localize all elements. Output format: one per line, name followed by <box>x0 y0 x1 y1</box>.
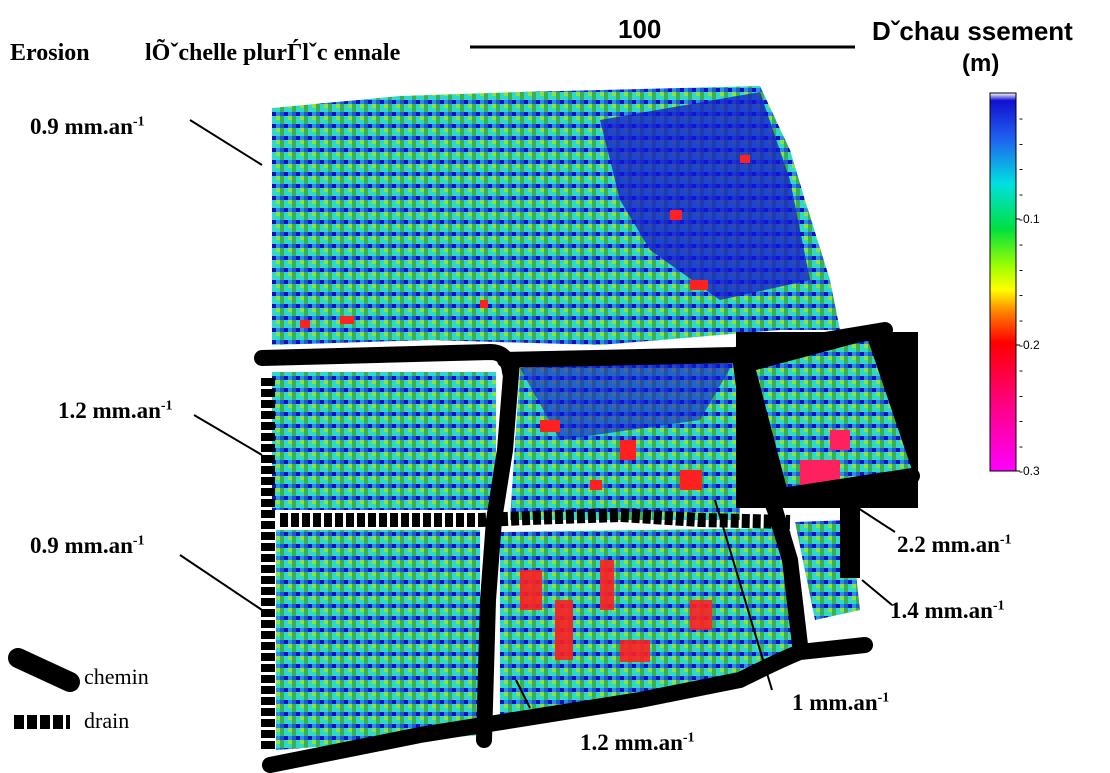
legend-road-label: chemin <box>84 664 149 689</box>
colorbar-minor-tick: - <box>1019 388 1023 402</box>
colorbar-tick-label: -0.2 <box>1019 338 1040 352</box>
plot-center-blue <box>520 360 735 440</box>
lower-hotspots <box>520 560 712 662</box>
center-hotspots <box>540 420 702 490</box>
legend-road-swatch <box>8 648 80 692</box>
rate-right-lower: 1.4 mm.an-1 <box>890 598 1005 623</box>
road-upper <box>254 343 518 380</box>
right-dark-strip <box>840 508 860 578</box>
plot-left-low <box>276 530 480 750</box>
road-right-vertical <box>732 347 808 653</box>
colorbar-minor-tick: - <box>1019 187 1023 201</box>
colorbar-ticks: -0.1 -0.2 -0.3 - - - - - - - - - - - - <box>1016 111 1040 478</box>
colorbar-minor-tick: - <box>1019 288 1023 302</box>
colorbar-minor-tick: - <box>1019 313 1023 327</box>
title-erosion: Erosion <box>10 40 90 66</box>
top-hotspots <box>300 155 750 328</box>
rate-center: 1 mm.an-1 <box>792 690 890 715</box>
colorbar-minor-tick: - <box>1019 439 1023 453</box>
colorbar-tick-label: -0.3 <box>1019 464 1040 478</box>
rate-left-mid: 1.2 mm.an-1 <box>58 398 173 423</box>
plot-center-low <box>500 528 800 720</box>
plot-top-blue-patch <box>600 92 810 300</box>
legend-drain-label: drain <box>84 708 130 733</box>
drains <box>261 378 791 752</box>
colorbar-minor-tick: - <box>1019 162 1023 176</box>
colorbar-tick-label: -0.1 <box>1019 212 1040 226</box>
road-bottom <box>262 637 873 773</box>
colorbar-minor-tick: - <box>1019 136 1023 150</box>
colorbar-minor-tick: - <box>1019 111 1023 125</box>
colorbar-unit: (m) <box>962 50 1000 77</box>
colorbar-minor-tick: - <box>1019 414 1023 428</box>
rate-right-upper: 2.2 mm.an-1 <box>897 532 1012 557</box>
road-right-diag <box>748 468 920 508</box>
colorbar-minor-tick: - <box>1019 363 1023 377</box>
scale-value: 100 <box>618 14 662 44</box>
rate-top-plot: 0.9 mm.an-1 <box>30 114 145 139</box>
colorbar-minor-tick: - <box>1019 237 1023 251</box>
rate-bottom: 1.2 mm.an-1 <box>580 730 695 755</box>
plot-right-upper <box>756 340 912 500</box>
colorbar-minor-tick: - <box>1019 262 1023 276</box>
title-scale-desc: lÕˇchelle plurЃlˇc ennale <box>145 40 401 66</box>
plot-left-mid <box>272 372 496 510</box>
drain-horizontal <box>280 507 791 529</box>
colorbar-title: Dˇchau ssement <box>872 16 1073 46</box>
rate-left-low: 0.9 mm.an-1 <box>30 533 145 558</box>
leader-lines <box>179 119 896 709</box>
colorbar <box>989 92 1017 472</box>
